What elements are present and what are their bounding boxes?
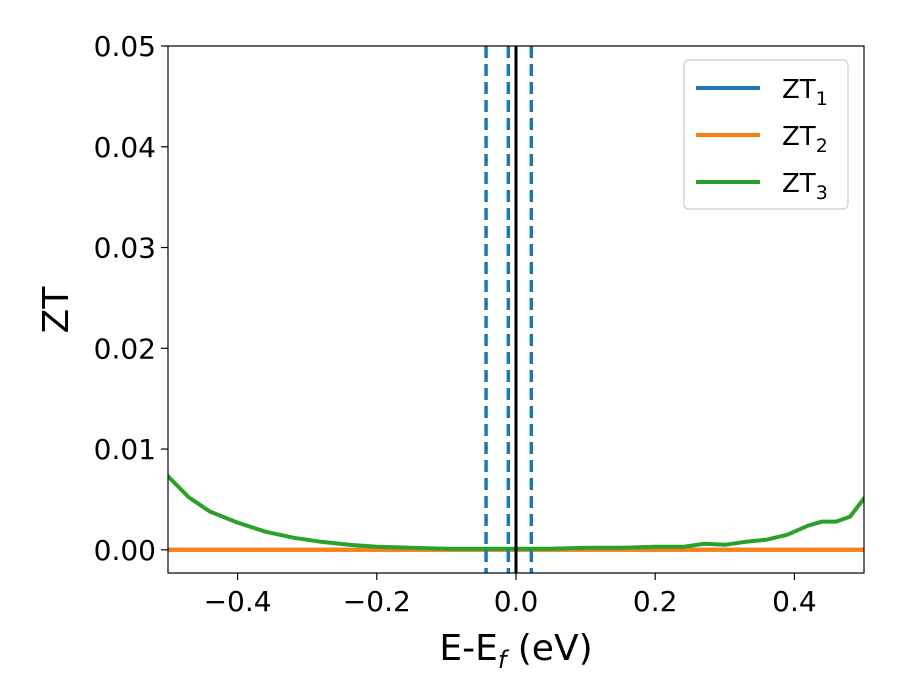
legend: ZT1 ZT2 ZT3 xyxy=(683,59,849,210)
x-tick-label: 0.0 xyxy=(494,585,539,618)
legend-label-2: ZT2 xyxy=(782,122,828,157)
series-group xyxy=(168,46,864,573)
y-tick-label: 0.05 xyxy=(94,30,156,63)
y-tick-label: 0.03 xyxy=(94,232,156,265)
x-axis-ticks: −0.4 −0.2 0.0 0.2 0.4 xyxy=(204,573,817,618)
plot-area xyxy=(167,45,865,574)
x-tick-label: 0.4 xyxy=(772,585,817,618)
legend-box xyxy=(683,59,849,210)
x-tick-label: 0.2 xyxy=(633,585,678,618)
series-line-3 xyxy=(168,474,864,551)
y-tick-label: 0.00 xyxy=(94,534,156,567)
y-tick-label: 0.01 xyxy=(94,433,156,466)
y-axis-label: ZT xyxy=(36,286,77,334)
legend-label-1: ZT1 xyxy=(782,75,828,110)
x-tick-label: −0.4 xyxy=(204,585,272,618)
x-axis-label: E-Ef (eV) xyxy=(439,628,592,674)
y-tick-label: 0.02 xyxy=(94,332,156,365)
x-tick-label: −0.2 xyxy=(343,585,411,618)
y-axis-ticks: 0.00 0.01 0.02 0.03 0.04 0.05 xyxy=(94,30,168,567)
legend-label-3: ZT3 xyxy=(782,169,828,204)
y-tick-label: 0.04 xyxy=(94,131,156,164)
